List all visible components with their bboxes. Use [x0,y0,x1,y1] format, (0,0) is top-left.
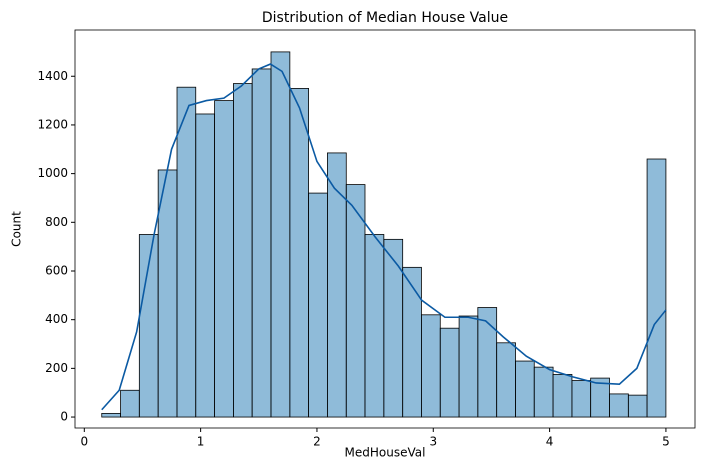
bar [515,360,535,418]
bar [571,380,592,418]
bar [627,394,648,418]
y-tick-label: 200 [45,361,68,375]
x-axis-label: MedHouseVal [345,446,426,460]
bar [157,169,178,418]
x-tick-label: 4 [546,435,554,449]
x-tick-label: 0 [80,435,88,449]
x-tick-label: 1 [197,435,205,449]
bar [214,100,234,418]
bar [327,152,347,418]
bar [609,393,629,418]
bar [195,113,215,418]
bar [383,238,404,418]
bar [477,307,498,418]
x-tick-label: 5 [662,435,670,449]
bar [439,327,460,418]
x-tick-label: 3 [429,435,437,449]
y-tick-label: 0 [60,410,68,424]
bar [101,412,121,418]
bar [270,51,291,418]
bar [533,366,554,418]
bar [251,68,272,418]
bar [308,192,328,418]
bar [289,88,309,418]
chart-title: Distribution of Median House Value [262,10,508,26]
bar [552,374,573,418]
bar [402,266,422,418]
bar [421,314,441,418]
y-axis-label: Count [10,211,24,247]
bar [120,389,140,418]
y-tick-label: 1400 [37,69,68,83]
x-tick-label: 2 [313,435,321,449]
kde-line [101,63,667,411]
bar [646,158,667,418]
bar [364,234,385,418]
bar [233,83,253,418]
y-tick-label: 1000 [37,166,68,180]
y-tick-label: 1200 [37,117,68,131]
y-tick-label: 400 [45,312,68,326]
bar [176,86,197,418]
plot-frame [74,29,696,429]
bar [458,315,479,418]
y-tick-label: 600 [45,263,68,277]
y-tick-label: 800 [45,215,68,229]
bar [496,342,516,418]
